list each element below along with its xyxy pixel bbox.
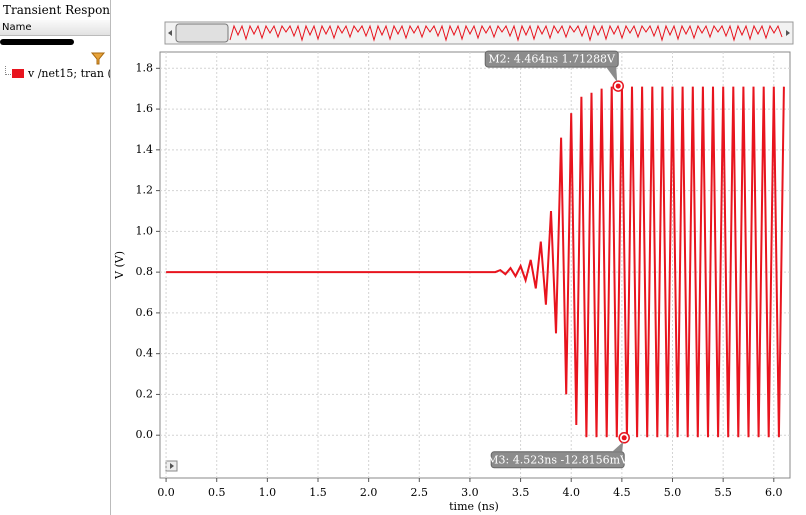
y-tick-label: 0.6 — [136, 306, 154, 319]
marker-label: M2: 4.464ns 1.71288V — [488, 53, 616, 66]
x-tick-label: 2.0 — [360, 486, 378, 499]
marker-label: M3: 4.523ns -12.8156mV — [487, 453, 629, 466]
x-tick-label: 4.5 — [613, 486, 631, 499]
panel-title: Transient Response — [3, 3, 111, 17]
x-tick-label: 5.0 — [664, 486, 682, 499]
y-tick-label: 1.4 — [136, 143, 154, 156]
x-tick-label: 1.5 — [309, 486, 327, 499]
x-tick-label: 4.0 — [562, 486, 580, 499]
marker-label-box — [490, 451, 625, 469]
y-tick-label: 0.4 — [136, 347, 154, 360]
tree-line — [5, 66, 11, 75]
filter-icon[interactable] — [90, 50, 106, 66]
marker-label-box — [484, 50, 619, 68]
scroll-indicator — [0, 39, 74, 45]
y-axis-label: V (V) — [113, 251, 126, 280]
x-tick-label: 5.5 — [714, 486, 732, 499]
x-tick-label: 1.0 — [259, 486, 277, 499]
overview-scrollbar[interactable] — [164, 21, 794, 45]
y-tick-label: 1.8 — [136, 61, 154, 74]
overview-wave — [229, 24, 783, 42]
x-axis-label: time (ns) — [449, 500, 499, 513]
marker-label-pointer — [606, 67, 618, 83]
trace-label: v /net15; tran (V — [28, 67, 111, 80]
x-tick-label: 6.0 — [765, 486, 783, 499]
overview-thumb[interactable] — [175, 23, 229, 43]
y-tick-label: 0.8 — [136, 265, 154, 278]
x-tick-label: 0.5 — [208, 486, 226, 499]
y-tick-label: 1.0 — [136, 224, 154, 237]
marker-dot — [615, 83, 621, 89]
x-tick-label: 2.5 — [411, 486, 429, 499]
x-tick-label: 3.5 — [512, 486, 530, 499]
y-tick-label: 0.2 — [136, 387, 154, 400]
x-tick-label: 0.0 — [157, 486, 175, 499]
trace-item[interactable]: v /net15; tran (V — [12, 67, 111, 80]
y-tick-label: 0.0 — [136, 428, 154, 441]
y-tick-label: 1.6 — [136, 102, 154, 115]
results-panel: Transient Response Name v /net15; tran (… — [0, 0, 111, 515]
x-tick-label: 3.0 — [461, 486, 479, 499]
waveform — [166, 86, 785, 438]
y-tick-label: 1.2 — [136, 184, 154, 197]
trace-swatch — [12, 69, 24, 78]
expand-icon — [170, 463, 174, 469]
marker-label-pointer — [612, 441, 624, 452]
column-header[interactable]: Name — [0, 20, 110, 36]
marker-dot — [621, 435, 627, 441]
